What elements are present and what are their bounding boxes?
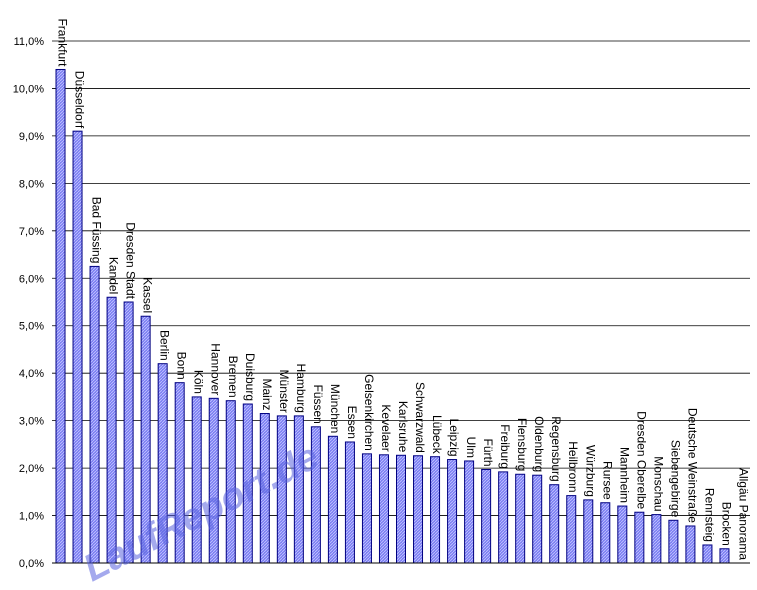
- category-label: Berlin: [158, 330, 172, 361]
- category-label: Füssen: [311, 384, 325, 423]
- y-tick-label: 4,0%: [19, 368, 44, 380]
- bar: [719, 548, 730, 564]
- category-label: Duisburg: [243, 353, 257, 401]
- y-tick-label: 3,0%: [19, 416, 44, 428]
- gridlines: [52, 40, 750, 516]
- category-label: Lübeck: [430, 415, 444, 455]
- y-tick-label: 9,0%: [19, 131, 44, 143]
- bar: [668, 519, 679, 564]
- y-tick-label: 0,0%: [19, 558, 44, 570]
- bar: [702, 544, 713, 564]
- category-label: Deutsche Weinstraße: [685, 408, 699, 523]
- category-label: Bonn: [175, 352, 189, 380]
- category-label: Schwarzwald: [413, 382, 427, 453]
- category-label: Brocken: [719, 502, 733, 546]
- bar: [72, 130, 83, 564]
- category-label: Münster: [277, 370, 291, 413]
- y-tick-label: 1,0%: [19, 511, 44, 523]
- category-label: Würzburg: [583, 445, 597, 497]
- bar: [378, 454, 389, 564]
- category-label: Mainz: [260, 379, 274, 411]
- bar: [447, 459, 458, 564]
- y-tick-label: 5,0%: [19, 321, 44, 333]
- category-label: Mannheim: [617, 447, 631, 503]
- category-label: Köln: [192, 370, 206, 394]
- y-tick-label: 10,0%: [13, 83, 44, 95]
- category-label: Regensburg: [549, 416, 563, 481]
- category-label: Allgäu Panorama: [736, 468, 750, 560]
- bar: [685, 525, 696, 564]
- category-label: Rursee: [600, 461, 614, 500]
- category-label: Düsseldorf: [73, 71, 87, 129]
- y-tick-label: 2,0%: [19, 463, 44, 475]
- bar: [464, 460, 475, 564]
- y-tick-label: 8,0%: [19, 178, 44, 190]
- category-label: Heilbronn: [566, 441, 580, 492]
- category-label: Fürth: [481, 438, 495, 466]
- category-label: Kassel: [141, 277, 155, 313]
- category-label: Flensburg: [515, 418, 529, 471]
- bar: [430, 456, 441, 564]
- bar: [396, 454, 406, 564]
- category-label: Freiburg: [498, 424, 512, 469]
- category-label: Hamburg: [294, 364, 308, 413]
- bar: [413, 455, 424, 564]
- bar: [344, 441, 355, 564]
- category-label: Bremen: [226, 356, 240, 398]
- category-label: Oldenburg: [532, 416, 546, 472]
- bar: [498, 471, 509, 564]
- category-label: Ulm: [464, 437, 478, 458]
- category-label: Kevelaer: [379, 404, 393, 451]
- bar: [106, 296, 117, 564]
- bar: [515, 473, 526, 564]
- category-label: Rennsteig: [702, 488, 716, 542]
- category-label: Dresden Oberelbe: [634, 411, 648, 509]
- y-tick-label: 11,0%: [14, 36, 45, 48]
- bar: [532, 474, 543, 564]
- bar: [310, 426, 321, 564]
- category-label: Leipzig: [447, 419, 461, 457]
- category-label: München: [328, 384, 342, 433]
- category-label: Gelsenkirchen: [362, 374, 376, 451]
- bar: [89, 265, 100, 564]
- bar: [327, 435, 338, 564]
- category-label: Karlsruhe: [396, 401, 410, 453]
- bar: [617, 505, 628, 564]
- y-axis: 0,0% 1,0% 2,0% 3,0% 4,0% 5,0% 6,0% 7,0% 8,0% 9,0%…: [13, 36, 44, 570]
- category-label: Kandel: [107, 257, 121, 294]
- bar: [549, 484, 560, 564]
- bar: [600, 502, 611, 564]
- bar: [361, 453, 372, 564]
- category-label: Monschau: [651, 456, 665, 511]
- category-label: Siebengebirge: [668, 440, 682, 518]
- bar: [566, 495, 577, 564]
- bar: [583, 499, 594, 564]
- bar: [481, 469, 492, 564]
- category-label: Hannover: [209, 343, 223, 395]
- category-label: Bad Füssing: [90, 197, 104, 264]
- category-label: Essen: [345, 406, 359, 439]
- category-label: Dresden Stadt: [124, 222, 138, 299]
- bar: [55, 68, 66, 564]
- y-tick-label: 6,0%: [19, 273, 44, 285]
- y-tick-label: 7,0%: [19, 226, 44, 238]
- category-label: Frankfurt: [56, 18, 70, 67]
- bar: [634, 511, 645, 564]
- bar: [651, 514, 662, 564]
